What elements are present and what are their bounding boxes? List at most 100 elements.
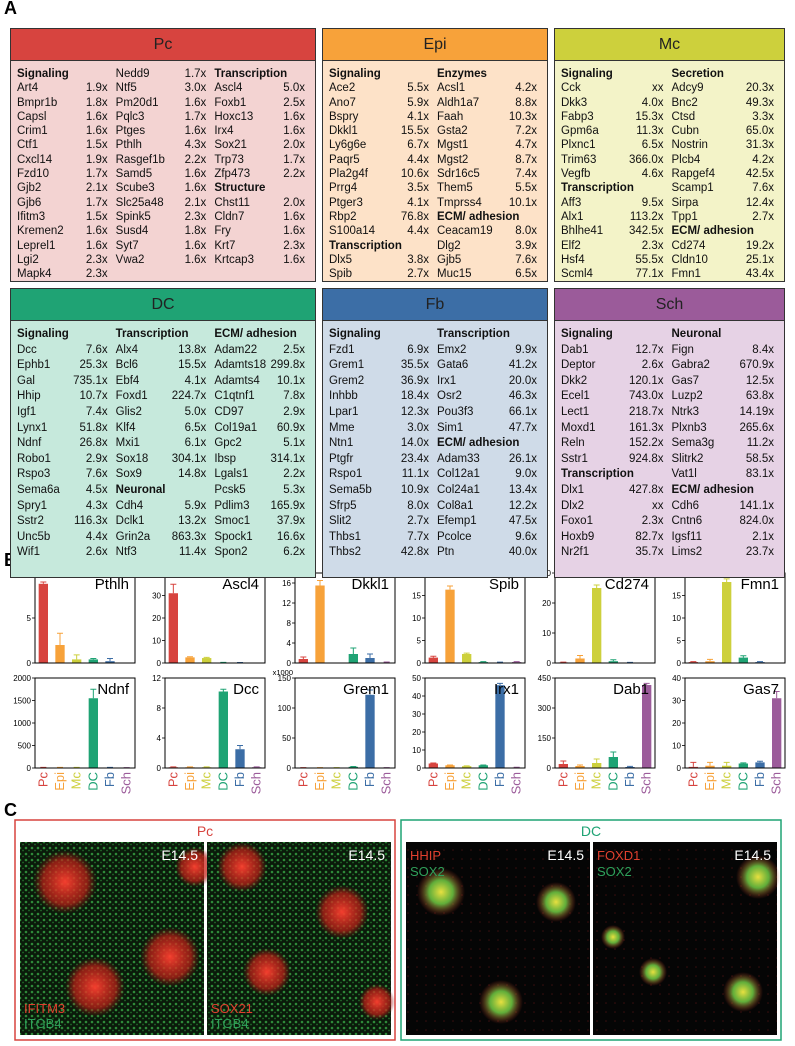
gene-row: Ptn 40.0x bbox=[437, 545, 537, 561]
gene-name: Ptgfr bbox=[329, 452, 354, 465]
gene-row: Sstr2 116.3x bbox=[17, 514, 108, 530]
gene-name: Adamts4 bbox=[214, 374, 260, 387]
error-bar bbox=[367, 689, 373, 695]
y-tick-label: 150 bbox=[278, 674, 292, 683]
gene-row: Nedd9 1.7x bbox=[116, 67, 207, 81]
fold-change: 47.5x bbox=[508, 515, 537, 528]
gene-row: Fign 8.4x bbox=[672, 343, 775, 359]
section-heading: Signaling bbox=[17, 328, 69, 340]
bar bbox=[445, 765, 455, 768]
fold-change: 1.9x bbox=[85, 82, 108, 95]
fold-change: 10.6x bbox=[400, 168, 429, 181]
error-bar bbox=[690, 761, 697, 767]
x-tick-label: DC bbox=[215, 772, 230, 791]
gene-row: Mgst1 4.7x bbox=[437, 138, 537, 152]
x-tick-label: Epi bbox=[702, 772, 717, 791]
fold-change: 26.8x bbox=[79, 437, 108, 450]
x-tick-label: Epi bbox=[182, 772, 197, 791]
y-tick-label: 0 bbox=[417, 659, 422, 668]
fold-change: 1.6x bbox=[283, 110, 305, 123]
error-bar bbox=[367, 653, 373, 658]
gene-name: Col24a1 bbox=[437, 483, 480, 496]
gene-name: Luzp2 bbox=[671, 390, 703, 403]
gene-name: Ephb1 bbox=[17, 359, 51, 372]
fold-change: 4.1x bbox=[184, 374, 207, 387]
fold-change: 25.1x bbox=[745, 253, 774, 266]
y-tick-label: 10 bbox=[672, 742, 681, 751]
gene-column: Signaling Dab1 12.7x Deptor 2.6x Dkk2 120.1x Ec… bbox=[561, 327, 664, 561]
gene-row: Leprel1 1.6x bbox=[17, 239, 108, 253]
fold-change: 4.4x bbox=[407, 153, 429, 166]
bar bbox=[738, 657, 748, 663]
gene-name: Ntn1 bbox=[329, 437, 354, 450]
gene-row: Syt7 1.6x bbox=[116, 239, 207, 253]
x-tick-label: Fb bbox=[622, 772, 637, 787]
gene-name: Sema3g bbox=[671, 437, 715, 450]
fold-change: 2.5x bbox=[283, 343, 305, 356]
x-tick-label: Pc bbox=[425, 772, 440, 788]
y-tick-label: 0 bbox=[677, 659, 682, 668]
gene-name: Cxcl14 bbox=[17, 153, 53, 166]
fold-change: 1.6x bbox=[184, 125, 207, 138]
bar bbox=[348, 766, 358, 768]
gene-name: Ptn bbox=[437, 546, 455, 559]
gene-name: Ebf4 bbox=[115, 374, 140, 387]
gene-column: Transcription Emx2 9.9x Gata6 41.2x Irx1 20.0x… bbox=[437, 327, 537, 561]
gene-name: Them5 bbox=[437, 182, 473, 195]
fold-change: 1.7x bbox=[283, 153, 305, 166]
gene-name: Pcolce bbox=[437, 530, 472, 543]
gene-name: Leprel1 bbox=[17, 239, 56, 252]
fold-change: 1.5x bbox=[85, 139, 108, 152]
section-heading: Signaling bbox=[329, 328, 381, 340]
gene-name: Gata6 bbox=[437, 359, 469, 372]
gene-row: Efemp1 47.5x bbox=[437, 514, 537, 530]
bar bbox=[772, 698, 782, 768]
fold-change: 23.7x bbox=[745, 546, 774, 559]
fold-change: 152.2x bbox=[628, 437, 664, 450]
gene-row: Sema3g 11.2x bbox=[672, 436, 775, 452]
fold-change: 15.5x bbox=[400, 125, 429, 138]
fold-change: 3.5x bbox=[407, 182, 429, 195]
gene-name: Slit2 bbox=[329, 515, 352, 528]
gene-name: Scube3 bbox=[115, 182, 155, 195]
fold-change: 2.7x bbox=[407, 515, 429, 528]
fold-change: 9.6x bbox=[515, 530, 537, 543]
gene-row: Pthlh 4.3x bbox=[116, 138, 207, 152]
y-tick-label: 0 bbox=[287, 764, 292, 773]
fold-change: 12.7x bbox=[635, 343, 664, 356]
gene-name: Adamts18 bbox=[214, 359, 267, 372]
gene-row: Cdh4 5.9x bbox=[116, 499, 207, 515]
gene-row: Pcolce 9.6x bbox=[437, 530, 537, 546]
fold-change: 1.7x bbox=[85, 196, 108, 209]
fold-change: 77.1x bbox=[635, 268, 664, 281]
gene-row: Hsf4 55.5x bbox=[561, 253, 664, 267]
fold-change: 1.6x bbox=[85, 239, 108, 252]
bar bbox=[688, 766, 698, 768]
stain-label: ITGB4 bbox=[211, 1016, 249, 1031]
gene-name: Cck bbox=[561, 82, 581, 95]
gene-row: Rbp2 76.8x bbox=[329, 210, 429, 224]
fold-change: 7.8x bbox=[283, 390, 305, 403]
error-bar bbox=[90, 658, 97, 660]
cell-cluster bbox=[601, 925, 625, 949]
gene-row: Plxnb3 265.6x bbox=[672, 421, 775, 437]
gene-row: Gjb2 2.1x bbox=[17, 181, 108, 195]
gene-table-body: Signaling Dcc 7.6x Ephb1 25.3x Gal 735.1x Hhip 1… bbox=[11, 321, 315, 577]
fold-change: 13.4x bbox=[508, 483, 537, 496]
fold-change: 65.0x bbox=[745, 125, 774, 138]
gene-row: Rspo1 11.1x bbox=[329, 467, 429, 483]
fold-change: 2.9x bbox=[85, 452, 108, 465]
x-tick-label: DC bbox=[475, 772, 490, 791]
fold-change: 314.1x bbox=[270, 452, 305, 465]
fold-change: 6.2x bbox=[283, 546, 305, 559]
gene-table-body: Signaling Ace2 5.5x Ano7 5.9x Bspry 4.1x Dkkl1 1… bbox=[323, 61, 547, 281]
fold-change: 735.1x bbox=[73, 374, 108, 387]
gene-row: Ebf4 4.1x bbox=[116, 374, 207, 390]
gene-name: Ecel1 bbox=[561, 390, 590, 403]
fold-change: 4.7x bbox=[515, 139, 537, 152]
gene-name: Hsf4 bbox=[561, 253, 585, 266]
gene-row: Sema5b 10.9x bbox=[329, 483, 429, 499]
gene-name: Bhlhe41 bbox=[561, 225, 604, 238]
plot-frame bbox=[34, 677, 136, 769]
fold-change: 12.4x bbox=[745, 196, 774, 209]
